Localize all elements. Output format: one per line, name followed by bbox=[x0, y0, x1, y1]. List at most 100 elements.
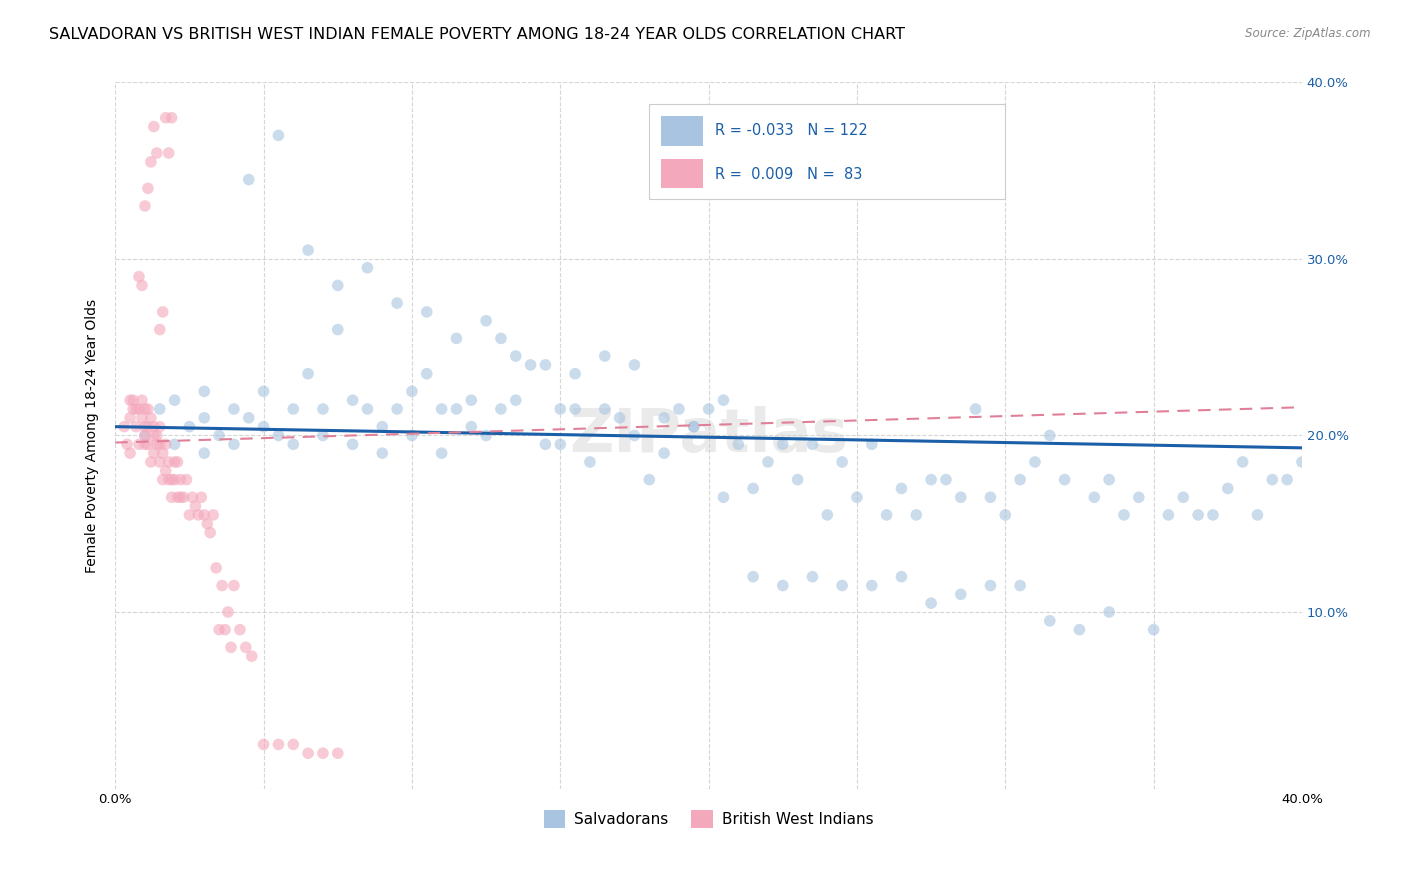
FancyBboxPatch shape bbox=[661, 116, 703, 146]
Point bbox=[184, 499, 207, 513]
Point bbox=[139, 154, 162, 169]
Point bbox=[786, 473, 808, 487]
Point bbox=[297, 243, 319, 257]
Point bbox=[979, 490, 1001, 504]
Point bbox=[146, 437, 169, 451]
Point bbox=[187, 508, 209, 522]
Point bbox=[949, 490, 972, 504]
Point bbox=[217, 605, 239, 619]
Point bbox=[211, 578, 233, 592]
Point bbox=[160, 473, 183, 487]
Point bbox=[801, 570, 824, 584]
Point bbox=[1143, 623, 1166, 637]
Point bbox=[920, 473, 942, 487]
Point bbox=[134, 199, 156, 213]
Y-axis label: Female Poverty Among 18-24 Year Olds: Female Poverty Among 18-24 Year Olds bbox=[86, 299, 100, 573]
Point bbox=[1275, 473, 1298, 487]
Point bbox=[1291, 455, 1313, 469]
Point bbox=[146, 146, 169, 161]
Text: ZIPatlas: ZIPatlas bbox=[569, 406, 848, 465]
Point bbox=[534, 358, 557, 372]
Point bbox=[155, 437, 177, 451]
Point bbox=[312, 402, 335, 417]
Point bbox=[125, 419, 148, 434]
Point bbox=[142, 120, 165, 134]
Point bbox=[876, 508, 898, 522]
Point bbox=[416, 367, 439, 381]
Point bbox=[229, 623, 252, 637]
Point bbox=[1098, 473, 1121, 487]
Point bbox=[125, 402, 148, 417]
Point bbox=[120, 446, 142, 460]
Point bbox=[235, 640, 257, 655]
Point bbox=[149, 322, 172, 336]
Point bbox=[1173, 490, 1195, 504]
Point bbox=[579, 455, 602, 469]
Point bbox=[742, 570, 765, 584]
Point bbox=[652, 446, 675, 460]
Point bbox=[727, 437, 749, 451]
Point bbox=[890, 482, 912, 496]
Point bbox=[283, 437, 305, 451]
Point bbox=[152, 446, 174, 460]
Point bbox=[652, 410, 675, 425]
Point bbox=[146, 428, 169, 442]
Point bbox=[772, 437, 794, 451]
Text: SALVADORAN VS BRITISH WEST INDIAN FEMALE POVERTY AMONG 18-24 YEAR OLDS CORRELATI: SALVADORAN VS BRITISH WEST INDIAN FEMALE… bbox=[49, 27, 905, 42]
Point bbox=[240, 649, 263, 664]
Point bbox=[136, 437, 159, 451]
Point bbox=[1216, 482, 1239, 496]
Point bbox=[416, 305, 439, 319]
Point bbox=[801, 437, 824, 451]
Point bbox=[564, 367, 586, 381]
Point bbox=[534, 437, 557, 451]
Point bbox=[163, 393, 186, 408]
Point bbox=[157, 146, 180, 161]
Point bbox=[139, 410, 162, 425]
Point bbox=[1039, 428, 1062, 442]
Point bbox=[128, 402, 150, 417]
Point bbox=[163, 437, 186, 451]
Point bbox=[193, 508, 215, 522]
Point bbox=[1261, 473, 1284, 487]
Point bbox=[623, 428, 645, 442]
Point bbox=[190, 490, 212, 504]
Point bbox=[136, 419, 159, 434]
Point bbox=[120, 393, 142, 408]
Point bbox=[1024, 455, 1046, 469]
Point bbox=[202, 508, 225, 522]
Point bbox=[505, 393, 527, 408]
Point bbox=[142, 446, 165, 460]
Point bbox=[682, 419, 704, 434]
Point bbox=[222, 578, 245, 592]
Point bbox=[326, 746, 349, 760]
Point bbox=[160, 490, 183, 504]
Point bbox=[169, 490, 191, 504]
Point bbox=[460, 419, 482, 434]
Point bbox=[149, 455, 172, 469]
Point bbox=[548, 437, 571, 451]
Point bbox=[163, 473, 186, 487]
Point bbox=[1098, 605, 1121, 619]
Point bbox=[139, 455, 162, 469]
Point bbox=[155, 111, 177, 125]
Point bbox=[326, 322, 349, 336]
Point bbox=[326, 278, 349, 293]
Point bbox=[134, 437, 156, 451]
Point bbox=[238, 172, 260, 186]
Point bbox=[860, 437, 883, 451]
Point bbox=[475, 428, 498, 442]
Point bbox=[283, 402, 305, 417]
Point bbox=[1069, 623, 1091, 637]
Point bbox=[214, 623, 236, 637]
Point bbox=[1053, 473, 1076, 487]
Point bbox=[176, 473, 198, 487]
Point bbox=[222, 437, 245, 451]
Point bbox=[1039, 614, 1062, 628]
Point bbox=[312, 428, 335, 442]
Point bbox=[860, 578, 883, 592]
Point bbox=[173, 490, 195, 504]
Point bbox=[152, 305, 174, 319]
Point bbox=[238, 410, 260, 425]
Point bbox=[267, 738, 290, 752]
